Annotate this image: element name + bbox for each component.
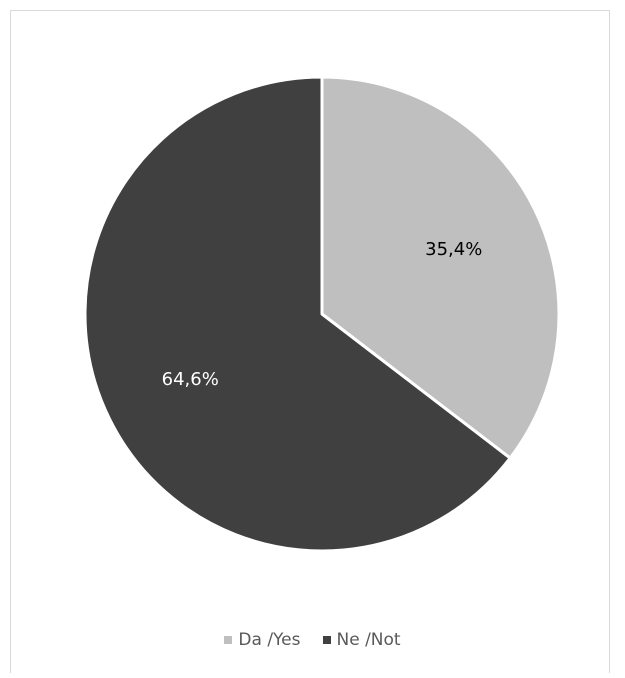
legend: Da /Yes Ne /Not <box>0 630 625 650</box>
legend-swatch-no <box>322 636 331 644</box>
legend-item-no: Ne /Not <box>322 630 401 650</box>
legend-swatch-yes <box>224 636 233 644</box>
data-label-no: 64,6% <box>162 369 219 390</box>
legend-label-yes: Da /Yes <box>238 630 301 650</box>
legend-label-no: Ne /Not <box>336 630 401 650</box>
pie-slice-no <box>83 75 512 553</box>
data-label-yes: 35,4% <box>425 239 482 260</box>
legend-item-yes: Da /Yes <box>224 630 301 650</box>
pie-slice-yes <box>320 75 561 460</box>
